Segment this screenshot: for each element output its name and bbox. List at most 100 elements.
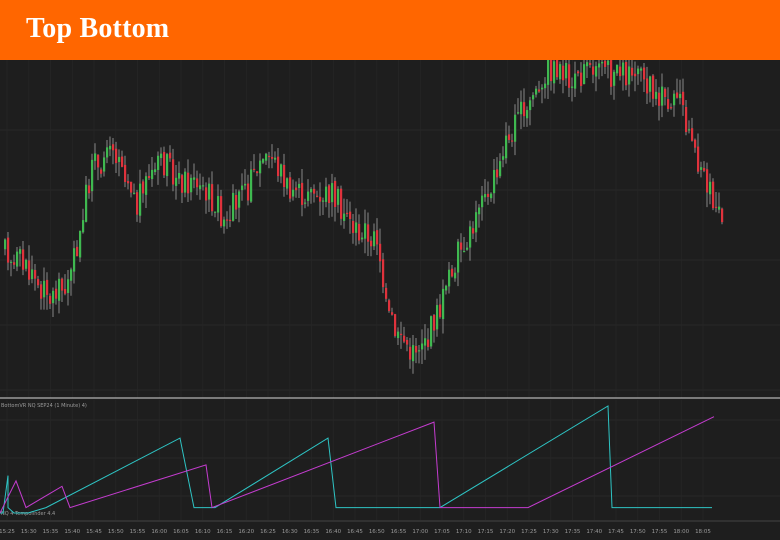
candle-up [718, 206, 721, 210]
candle-up [628, 66, 631, 85]
candle-up [265, 153, 268, 161]
candle-up [532, 95, 535, 100]
candle-up [526, 110, 529, 119]
time-tick-label: 16:30 [282, 529, 298, 535]
candle-down [403, 335, 406, 342]
candle-down [169, 152, 172, 159]
candle-down [538, 89, 541, 92]
price-grid [0, 60, 780, 398]
time-tick-label: 16:55 [391, 529, 407, 535]
candle-up [232, 192, 235, 221]
indicator-series-line [0, 416, 715, 514]
candle-up [85, 184, 88, 222]
candle-up [307, 191, 310, 201]
candle-down [388, 300, 391, 311]
candle-up [298, 183, 301, 189]
candle-down [496, 169, 499, 178]
candle-up [208, 183, 211, 200]
candle-down [556, 60, 559, 78]
time-tick-label: 16:45 [347, 529, 363, 535]
candle-up [598, 63, 601, 68]
candle-up [160, 153, 163, 159]
candle-down [346, 212, 349, 215]
candle-up [553, 61, 556, 84]
candle-up [10, 261, 13, 263]
candle-down [487, 193, 490, 197]
candle-down [643, 67, 646, 80]
candle-down [7, 237, 10, 263]
time-tick-label: 15:35 [43, 529, 59, 535]
candle-up [499, 161, 502, 177]
candle-up [535, 88, 538, 95]
candle-up [529, 100, 532, 111]
candle-down [604, 60, 607, 67]
candle-up [157, 155, 160, 170]
candle-down [226, 219, 229, 221]
candle-down [277, 156, 280, 177]
candle-down [64, 289, 67, 294]
candle-down [370, 240, 373, 247]
candle-down [511, 140, 514, 142]
candle-up [559, 64, 562, 80]
candle-down [451, 268, 454, 277]
title-banner: Top Bottom [0, 0, 780, 60]
candle-up [574, 73, 577, 89]
candle-down [124, 164, 127, 182]
candle-up [478, 207, 481, 215]
candle-up [217, 196, 220, 213]
candle-up [586, 62, 589, 67]
candle-down [676, 92, 679, 98]
candle-up [184, 171, 187, 193]
time-tick-label: 17:00 [412, 529, 428, 535]
candle-down [220, 196, 223, 227]
candle-up [466, 247, 469, 250]
candle-down [40, 284, 43, 299]
time-tick-label: 17:50 [630, 529, 646, 535]
candle-down [163, 152, 166, 176]
candle-down [685, 106, 688, 133]
candle-down [301, 182, 304, 205]
time-tick-label: 17:20 [499, 529, 515, 535]
candle-down [172, 159, 175, 185]
time-tick-label: 16:25 [260, 529, 276, 535]
candle-down [115, 148, 118, 164]
time-tick-label: 16:10 [195, 529, 211, 535]
candle-up [616, 64, 619, 74]
time-tick-label: 17:25 [521, 529, 537, 535]
candle-up [91, 159, 94, 192]
candle-down [382, 259, 385, 288]
candle-down [664, 88, 667, 98]
candle-down [712, 181, 715, 209]
candle-down [328, 185, 331, 204]
candle-down [694, 139, 697, 148]
time-tick-label: 18:05 [695, 529, 711, 535]
candle-up [166, 154, 169, 177]
candle-up [463, 251, 466, 253]
candle-up [145, 176, 148, 195]
candle-up [364, 223, 367, 239]
candle-down [229, 219, 232, 222]
candle-down [127, 181, 130, 184]
time-tick-label: 15:40 [64, 529, 80, 535]
candle-up [457, 241, 460, 273]
candle-up [292, 189, 295, 197]
candle-down [703, 168, 706, 171]
candle-down [55, 288, 58, 299]
candle-down [385, 287, 388, 299]
time-tick-label: 15:45 [86, 529, 102, 535]
candle-up [199, 185, 202, 190]
candle-down [187, 172, 190, 194]
candle-down [46, 279, 49, 295]
candle-up [259, 160, 262, 174]
time-tick-label: 15:25 [0, 529, 15, 535]
candle-up [505, 135, 508, 159]
indicator-sub-label: NQ 4 Tempolinder 4.4 [1, 511, 55, 517]
candle-down [49, 295, 52, 304]
candle-down [562, 65, 565, 81]
candle-down [394, 314, 397, 336]
candle-down [625, 61, 628, 86]
candle-up [469, 226, 472, 248]
candle-down [439, 304, 442, 318]
candle-down [316, 195, 319, 197]
candle-up [103, 157, 106, 172]
